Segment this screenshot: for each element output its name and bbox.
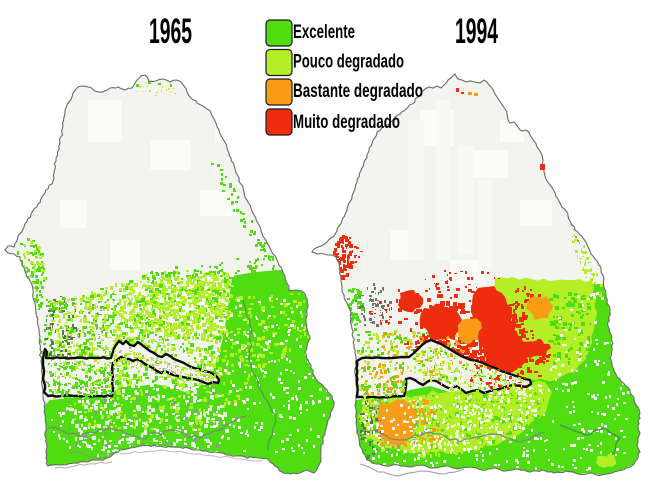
svg-text:Muito degradado: Muito degradado — [293, 111, 400, 133]
svg-text:Excelente: Excelente — [293, 21, 355, 43]
svg-text:Bastante degradado: Bastante degradado — [293, 80, 423, 102]
svg-text:1965: 1965 — [149, 11, 192, 51]
svg-text:Pouco degradado: Pouco degradado — [293, 51, 404, 73]
svg-text:1994: 1994 — [455, 11, 498, 51]
